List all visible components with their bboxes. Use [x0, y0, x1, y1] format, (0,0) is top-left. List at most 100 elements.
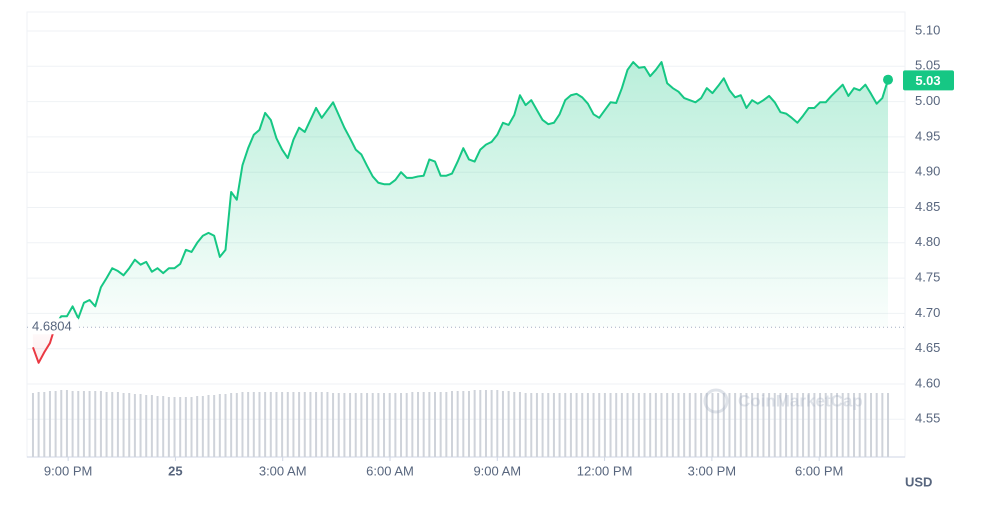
volume-bar — [173, 397, 176, 457]
volume-bar — [190, 397, 193, 457]
volume-bar — [552, 393, 555, 457]
volume-bar — [513, 392, 516, 457]
volume-bar — [230, 393, 233, 457]
y-tick-label: 4.75 — [915, 270, 940, 285]
volume-bar — [65, 390, 68, 457]
volume-bar — [366, 393, 369, 457]
x-tick-label: 3:00 AM — [259, 463, 307, 478]
volume-bar — [620, 393, 623, 457]
y-tick-label: 5.00 — [915, 93, 940, 108]
volume-bar — [717, 393, 720, 457]
volume-bar — [405, 393, 408, 457]
volume-bar — [77, 391, 80, 457]
volume-bar — [649, 393, 652, 457]
volume-bar — [824, 393, 827, 457]
volume-bar — [637, 393, 640, 457]
volume-bar — [400, 393, 403, 457]
volume-bar — [734, 393, 737, 457]
volume-bar — [37, 392, 40, 457]
volume-bar — [445, 392, 448, 457]
volume-bar — [586, 393, 589, 457]
y-tick-label: 4.85 — [915, 199, 940, 214]
y-tick-label: 4.70 — [915, 305, 940, 320]
volume-bar — [162, 396, 165, 457]
volume-bar — [241, 392, 244, 457]
volume-bar — [643, 393, 646, 457]
volume-bar — [247, 392, 250, 457]
volume-bar — [813, 393, 816, 457]
volume-bar — [207, 395, 210, 457]
y-tick-label: 5.05 — [915, 58, 940, 73]
volume-bar — [547, 393, 550, 457]
volume-bar — [671, 393, 674, 457]
y-tick-label: 4.55 — [915, 411, 940, 426]
volume-bar — [54, 391, 57, 457]
volume-bar — [252, 392, 255, 457]
volume-bar — [122, 393, 125, 457]
volume-bar — [343, 393, 346, 457]
baseline-label: 4.6804 — [32, 319, 72, 334]
volume-bar — [853, 393, 856, 457]
volume-bar — [666, 393, 669, 457]
volume-bar — [383, 393, 386, 457]
volume-bar — [807, 393, 810, 457]
volume-bar — [819, 393, 822, 457]
volume-bar — [881, 393, 884, 457]
volume-bar — [479, 390, 482, 457]
volume-bar — [88, 391, 91, 457]
volume-bar — [133, 394, 136, 457]
volume-bar — [201, 396, 204, 457]
volume-bar — [167, 397, 170, 457]
x-tick-label: 9:00 AM — [473, 463, 521, 478]
volume-bar — [428, 392, 431, 457]
volume-bar — [275, 392, 278, 457]
volume-bar — [411, 392, 414, 457]
volume-bar — [264, 392, 267, 457]
volume-bar — [439, 392, 442, 457]
volume-bar — [751, 393, 754, 457]
volume-bar — [836, 393, 839, 457]
price-area — [32, 62, 889, 363]
volume-bar — [60, 390, 63, 457]
volume-bar — [864, 393, 867, 457]
volume-bar — [434, 392, 437, 457]
volume-bar — [139, 394, 142, 457]
volume-bar — [484, 390, 487, 457]
y-unit: USD — [905, 474, 932, 489]
volume-bar — [739, 393, 742, 457]
volume-bar — [111, 392, 114, 457]
x-tick-label: 9:00 PM — [44, 463, 92, 478]
volume-bar — [785, 393, 788, 457]
volume-bar — [518, 392, 521, 457]
volume-bar — [501, 391, 504, 457]
volume-bar — [258, 392, 261, 457]
volume-bar — [315, 392, 318, 457]
volume-bar — [467, 391, 470, 457]
volume-bar — [654, 393, 657, 457]
volume-bar — [875, 393, 878, 457]
volume-bar — [756, 393, 759, 457]
volume-bar — [507, 391, 510, 457]
volume-bar — [196, 396, 199, 457]
x-tick-label: 3:00 PM — [688, 463, 736, 478]
volume-bar — [298, 392, 301, 457]
volume-bar — [450, 391, 453, 457]
volume-bar — [700, 393, 703, 457]
volume-bar — [349, 393, 352, 457]
volume-bar — [762, 393, 765, 457]
volume-bar — [779, 393, 782, 457]
volume-bar — [218, 394, 221, 457]
volume-bar — [603, 393, 606, 457]
last-point — [883, 74, 894, 85]
volume-bar — [688, 393, 691, 457]
volume-bar — [422, 392, 425, 457]
volume-bar — [524, 393, 527, 457]
volume-bar — [184, 397, 187, 457]
volume-bar — [473, 390, 476, 457]
y-tick-label: 4.80 — [915, 234, 940, 249]
volume-bar — [683, 393, 686, 457]
volume-bar — [558, 393, 561, 457]
volume-bar — [745, 393, 748, 457]
volume-bar — [841, 393, 844, 457]
